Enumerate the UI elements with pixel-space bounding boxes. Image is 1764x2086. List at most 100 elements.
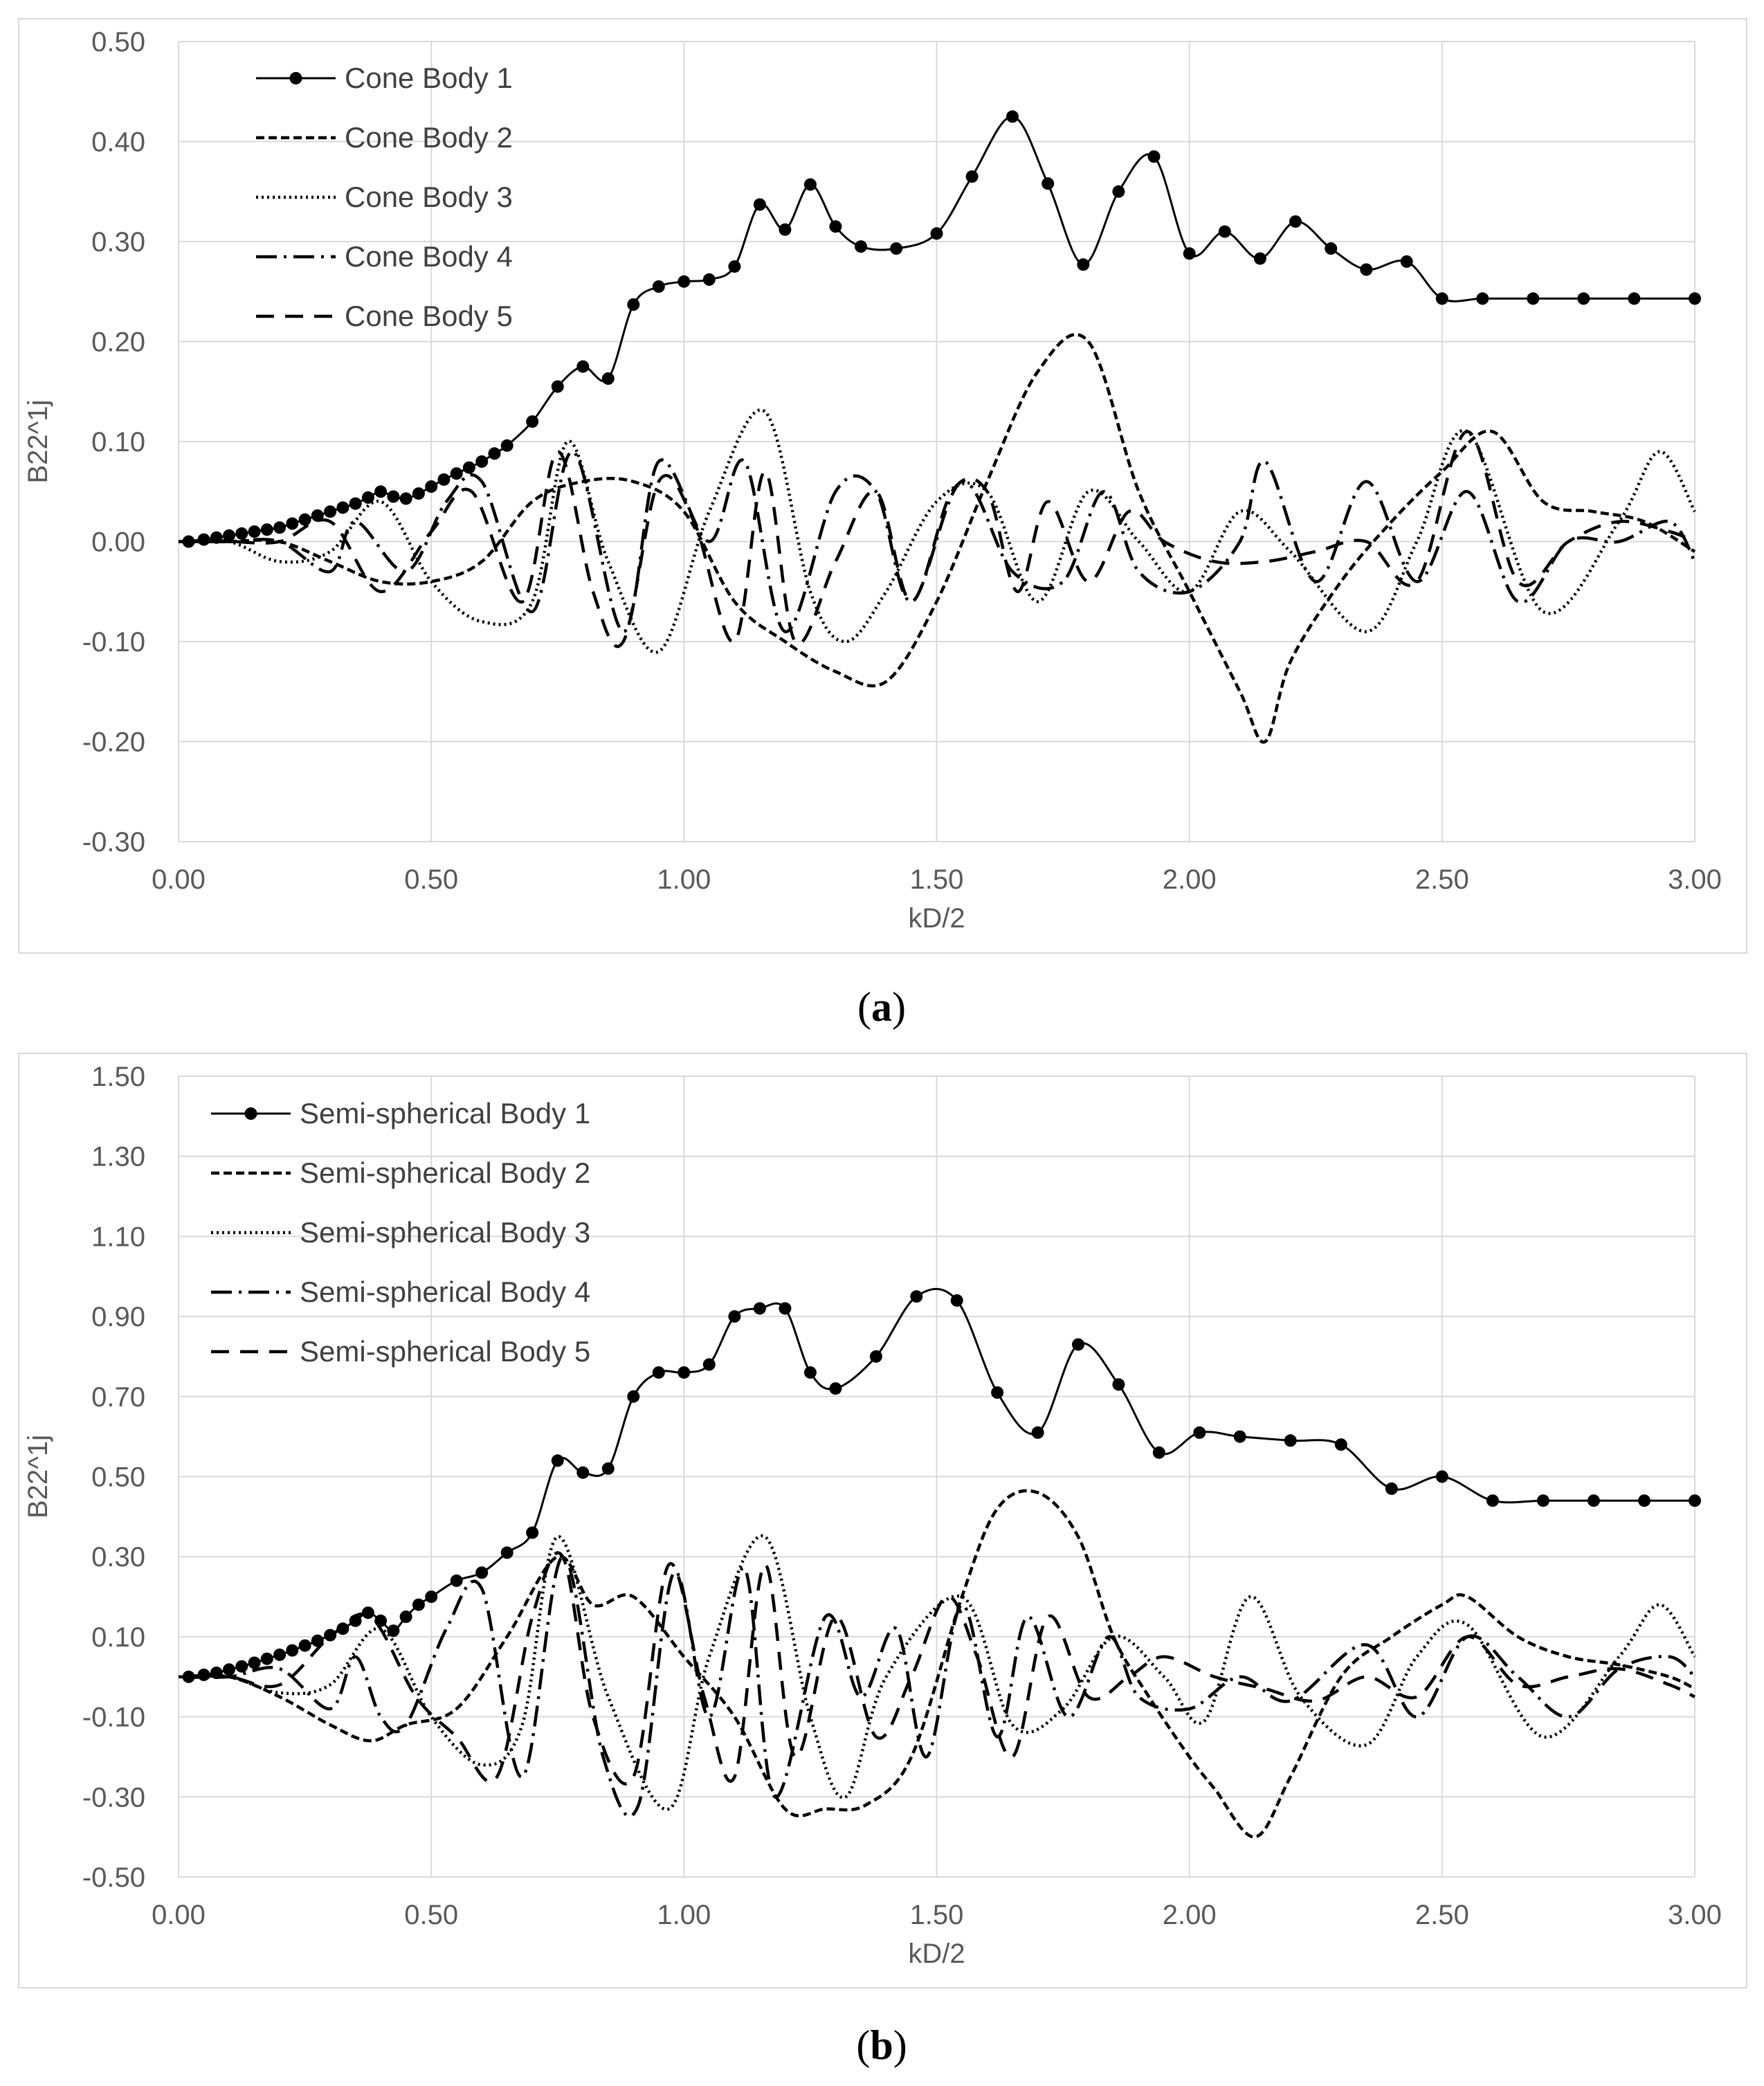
series-marker-1 bbox=[652, 280, 665, 293]
series-marker-1 bbox=[803, 178, 817, 191]
series-marker-1 bbox=[349, 1614, 362, 1627]
y-axis-title: B22^1j bbox=[23, 399, 53, 483]
y-tick-label: 0.20 bbox=[91, 327, 145, 358]
legend-label-5: Semi-spherical Body 5 bbox=[300, 1335, 590, 1368]
series-marker-1 bbox=[1112, 1378, 1125, 1391]
series-marker-1 bbox=[779, 1302, 792, 1315]
chart-a: -0.30 -0.20 -0.10 0.00 0.10 0.20 0.30 0.40 0.50 0… bbox=[23, 27, 1722, 934]
series-marker-1 bbox=[1360, 263, 1373, 276]
series-marker-1 bbox=[235, 1660, 248, 1673]
series-marker-1 bbox=[1638, 1494, 1651, 1507]
panel-label-b: (b) bbox=[856, 2022, 907, 2068]
series-marker-1 bbox=[387, 1624, 400, 1638]
gridlines bbox=[178, 1076, 1695, 1878]
series-marker-1 bbox=[1628, 292, 1641, 305]
series-marker-1 bbox=[803, 1366, 817, 1379]
series-marker-1 bbox=[1435, 292, 1448, 305]
legend-label-3: Cone Body 3 bbox=[345, 181, 513, 213]
y-tick-label: 0.00 bbox=[91, 527, 145, 558]
series-marker-1 bbox=[1006, 110, 1019, 123]
series-marker-1 bbox=[678, 1366, 691, 1379]
series-marker-1 bbox=[1112, 185, 1125, 198]
series-marker-1 bbox=[652, 1366, 665, 1379]
series-marker-1 bbox=[855, 240, 867, 253]
series-marker-1 bbox=[361, 1606, 374, 1620]
series-marker-1 bbox=[551, 380, 564, 393]
series-line-5 bbox=[178, 1551, 1695, 1786]
series-marker-1 bbox=[462, 461, 475, 474]
series-marker-1 bbox=[298, 513, 311, 526]
x-tick-label: 0.50 bbox=[404, 1900, 458, 1930]
series-marker-1 bbox=[601, 372, 615, 385]
series-marker-1 bbox=[965, 170, 979, 183]
y-tick-label: 1.50 bbox=[91, 1062, 145, 1092]
y-tick-label: -0.50 bbox=[82, 1862, 145, 1893]
series-marker-1 bbox=[336, 1622, 349, 1635]
series-marker-1 bbox=[425, 480, 438, 493]
series-marker-1 bbox=[779, 223, 792, 236]
series-marker-1 bbox=[298, 1639, 311, 1652]
series-marker-1 bbox=[260, 523, 273, 536]
series-marker-1 bbox=[576, 360, 590, 373]
x-tick-label: 2.00 bbox=[1163, 864, 1217, 895]
series-marker-1 bbox=[1284, 1434, 1297, 1447]
tick-labels: -0.30 -0.20 -0.10 0.00 0.10 0.20 0.30 0.40 0.50 0… bbox=[82, 27, 1722, 895]
series-marker-1 bbox=[1587, 1494, 1600, 1507]
series-line-5 bbox=[179, 430, 1695, 649]
series-marker-1 bbox=[248, 1656, 261, 1669]
x-tick-label: 3.00 bbox=[1668, 864, 1722, 895]
series-marker-1 bbox=[728, 260, 741, 273]
series-group bbox=[178, 1287, 1701, 1839]
series-marker-1 bbox=[412, 1598, 425, 1611]
legend-label-1: Cone Body 1 bbox=[345, 62, 513, 94]
chart-a-frame bbox=[18, 18, 1747, 954]
y-tick-label: 0.50 bbox=[91, 27, 145, 57]
series-marker-1 bbox=[1289, 215, 1302, 228]
series-marker-1 bbox=[500, 1546, 513, 1559]
series-marker-1 bbox=[1147, 150, 1161, 163]
series-marker-1 bbox=[399, 1611, 412, 1623]
y-tick-label: 0.90 bbox=[91, 1302, 145, 1332]
legend-label-2: Semi-spherical Body 2 bbox=[300, 1157, 590, 1189]
series-marker-1 bbox=[1193, 1426, 1206, 1439]
y-tick-label: -0.10 bbox=[82, 627, 145, 657]
series-marker-1 bbox=[475, 455, 489, 468]
series-marker-1 bbox=[1476, 292, 1489, 305]
y-axis-title: B22^1j bbox=[23, 1435, 53, 1518]
series-marker-1 bbox=[627, 298, 640, 311]
series-marker-1 bbox=[324, 1629, 337, 1642]
gridlines bbox=[178, 41, 1695, 842]
y-tick-label: 1.30 bbox=[91, 1142, 145, 1172]
series-marker-1 bbox=[1385, 1482, 1398, 1495]
y-tick-label: 0.30 bbox=[91, 1542, 145, 1572]
y-tick-label: -0.30 bbox=[82, 827, 145, 858]
x-tick-label: 0.50 bbox=[404, 864, 458, 895]
series-marker-1 bbox=[349, 497, 362, 510]
x-tick-label: 0.00 bbox=[152, 864, 206, 895]
series-line-4 bbox=[179, 450, 1696, 633]
series-marker-1 bbox=[1536, 1494, 1549, 1507]
x-tick-label: 1.00 bbox=[657, 864, 711, 895]
series-marker-1 bbox=[273, 1648, 287, 1661]
series-marker-1 bbox=[1183, 247, 1196, 260]
x-tick-label: 2.50 bbox=[1415, 1900, 1469, 1930]
series-marker-1 bbox=[526, 415, 539, 428]
legend-marker-1 bbox=[289, 72, 302, 84]
series-marker-1 bbox=[1218, 225, 1231, 238]
y-tick-label: 0.70 bbox=[91, 1382, 145, 1413]
panel-label-a: (a) bbox=[857, 984, 906, 1030]
series-marker-1 bbox=[551, 1454, 564, 1467]
series-marker-1 bbox=[425, 1590, 438, 1604]
series-marker-1 bbox=[450, 467, 463, 480]
y-tick-label: -0.20 bbox=[82, 727, 145, 758]
y-tick-label: -0.30 bbox=[82, 1782, 145, 1813]
series-marker-1 bbox=[1233, 1430, 1246, 1443]
series-marker-1 bbox=[678, 275, 691, 288]
y-tick-label: 0.10 bbox=[91, 1622, 145, 1653]
series-marker-1 bbox=[361, 491, 374, 504]
series-marker-1 bbox=[601, 1462, 615, 1475]
chart-b: -0.50 -0.30 -0.10 0.10 0.30 0.50 0.70 0.90 1.10 1… bbox=[23, 1062, 1722, 1969]
legend-label-1: Semi-spherical Body 1 bbox=[300, 1097, 590, 1130]
series-marker-1 bbox=[1072, 1338, 1084, 1351]
x-tick-label: 2.50 bbox=[1415, 864, 1469, 895]
